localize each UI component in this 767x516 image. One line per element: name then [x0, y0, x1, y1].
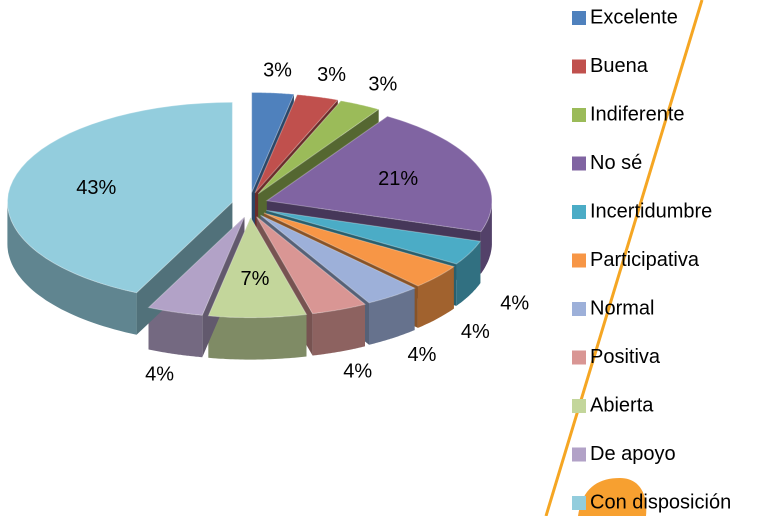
legend-swatch	[572, 205, 586, 219]
legend-swatch	[572, 253, 586, 268]
legend-swatch	[572, 399, 586, 413]
slice	[265, 115, 493, 233]
slice	[256, 216, 367, 315]
data-label: 7%	[240, 268, 269, 290]
legend-swatch	[572, 350, 586, 365]
data-label: 21%	[378, 168, 418, 190]
slice	[257, 100, 380, 195]
legend-swatch	[572, 447, 586, 462]
data-label: 3%	[263, 59, 292, 81]
slice	[263, 212, 455, 287]
slice-side	[208, 314, 307, 360]
legend-swatch	[572, 302, 586, 316]
legend-swatch	[572, 496, 586, 510]
legend-label: Excelente	[590, 6, 678, 28]
legend-label: Buena	[590, 55, 649, 77]
legend-swatch	[572, 156, 586, 171]
data-label: 4%	[343, 360, 372, 382]
legend-label: Indiferente	[590, 103, 685, 125]
slice	[207, 216, 308, 319]
slice-side	[456, 241, 481, 306]
legend-swatch	[572, 11, 586, 25]
decoration-line	[544, 0, 704, 516]
slice-side	[7, 202, 137, 335]
data-label: 4%	[500, 293, 529, 315]
legend-swatch	[572, 59, 586, 74]
legend-label: Participativa	[590, 249, 700, 271]
slice	[260, 214, 416, 304]
slice	[251, 92, 295, 193]
slice-side	[417, 266, 454, 328]
slice	[6, 101, 233, 294]
data-label: 43%	[76, 177, 116, 199]
legend: Excelente Buena Indiferente No sé Incertidum…	[572, 6, 731, 513]
legend-label: Positiva	[590, 346, 661, 368]
slice	[147, 216, 245, 316]
slice-side	[480, 200, 492, 274]
slice-side	[369, 288, 415, 345]
data-label: 4%	[407, 344, 436, 366]
data-label: 4%	[145, 363, 174, 385]
data-label: 4%	[461, 321, 490, 343]
data-label: 3%	[368, 73, 397, 95]
slice	[254, 94, 339, 194]
legend-swatch	[572, 108, 586, 122]
legend-label: Normal	[590, 297, 654, 319]
legend-label: Abierta	[590, 394, 654, 416]
slice-side	[312, 304, 365, 356]
slice-side	[148, 307, 203, 358]
legend-label: De apoyo	[590, 443, 676, 465]
slice	[266, 209, 482, 265]
legend-label: Incertidumbre	[590, 200, 712, 222]
legend-label: No sé	[590, 152, 642, 174]
decoration-blob	[578, 478, 647, 516]
legend-label: Con disposición	[590, 491, 731, 513]
pie: 3% 3% 3% 21% 4% 4% 4% 4% 7% 4% 43%	[6, 59, 529, 385]
data-label: 3%	[317, 64, 346, 86]
